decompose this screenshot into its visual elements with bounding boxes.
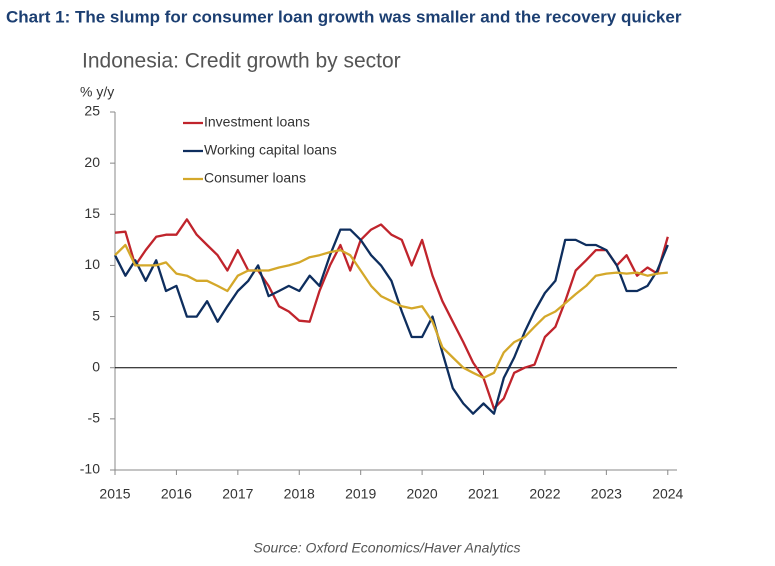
y-tick-label: 5: [92, 307, 100, 323]
legend-label: Investment loans: [204, 114, 310, 130]
chart-subtitle: Indonesia: Credit growth by sector: [82, 50, 401, 73]
x-tick-label: 2022: [529, 486, 560, 502]
y-tick-label: 25: [84, 103, 100, 119]
x-tick-label: 2015: [99, 486, 130, 502]
y-tick-label: 10: [84, 256, 100, 272]
x-tick-label: 2019: [345, 486, 376, 502]
y-tick-label: 20: [84, 154, 100, 170]
y-tick-label: -5: [88, 410, 101, 426]
chart-title: Chart 1: The slump for consumer loan gro…: [6, 7, 682, 26]
series-line: [114, 218, 669, 410]
x-tick-label: 2023: [591, 486, 622, 502]
legend-label: Working capital loans: [204, 142, 337, 158]
x-tick-label: 2018: [284, 486, 315, 502]
source: Source: Oxford Economics/Haver Analytics: [253, 540, 520, 556]
y-tick-label: -10: [80, 461, 100, 477]
x-tick-label: 2024: [652, 486, 683, 502]
x-tick-label: 2016: [161, 486, 192, 502]
y-tick-label: 0: [92, 358, 100, 374]
y-tick-label: 15: [84, 205, 100, 221]
x-tick-label: 2021: [468, 486, 499, 502]
series-line: [113, 228, 669, 415]
series-line: [114, 243, 668, 380]
y-axis-label: % y/y: [80, 84, 114, 100]
legend-label: Consumer loans: [204, 170, 306, 186]
x-tick-label: 2020: [407, 486, 438, 502]
x-tick-label: 2017: [222, 486, 253, 502]
